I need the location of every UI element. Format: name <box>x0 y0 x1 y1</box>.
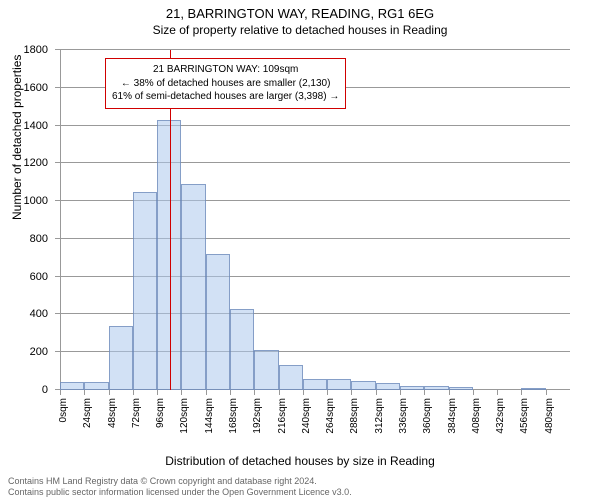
x-tick <box>497 390 498 395</box>
footer-attribution: Contains HM Land Registry data © Crown c… <box>8 476 352 499</box>
histogram-bar <box>254 350 278 390</box>
callout-line: ← 38% of detached houses are smaller (2,… <box>112 77 339 91</box>
y-tick-label: 1200 <box>24 157 60 169</box>
y-axis-title: Number of detached properties <box>10 55 24 220</box>
histogram-bar <box>449 387 473 390</box>
histogram-bar <box>133 192 157 390</box>
histogram-bar <box>424 386 448 390</box>
x-tick <box>230 390 231 395</box>
page-subtitle: Size of property relative to detached ho… <box>0 23 600 37</box>
x-tick <box>109 390 110 395</box>
x-tick <box>351 390 352 395</box>
histogram-bar <box>279 365 303 390</box>
x-tick <box>327 390 328 395</box>
footer-line-1: Contains HM Land Registry data © Crown c… <box>8 476 352 487</box>
x-tick <box>303 390 304 395</box>
histogram-bar <box>327 379 351 390</box>
histogram-bar <box>157 120 181 390</box>
y-tick-label: 1800 <box>24 44 60 56</box>
histogram-bar <box>60 382 84 390</box>
histogram-bar <box>230 309 254 390</box>
x-tick <box>84 390 85 395</box>
y-tick-label: 600 <box>30 271 60 283</box>
histogram-bar <box>84 382 108 390</box>
y-tick-label: 400 <box>30 308 60 320</box>
histogram-chart: 0200400600800100012001400160018000sqm24s… <box>60 50 570 390</box>
y-tick-label: 0 <box>42 384 60 396</box>
x-axis-title: Distribution of detached houses by size … <box>0 454 600 468</box>
x-tick <box>546 390 547 395</box>
y-tick-label: 1400 <box>24 120 60 132</box>
y-tick-label: 1000 <box>24 195 60 207</box>
callout-box: 21 BARRINGTON WAY: 109sqm← 38% of detach… <box>105 58 346 109</box>
y-tick-label: 800 <box>30 233 60 245</box>
callout-line: 61% of semi-detached houses are larger (… <box>112 90 339 104</box>
histogram-bar <box>376 383 400 390</box>
x-tick <box>521 390 522 395</box>
histogram-bar <box>206 254 230 390</box>
x-tick <box>206 390 207 395</box>
x-tick <box>181 390 182 395</box>
x-tick <box>60 390 61 395</box>
y-tick-label: 1600 <box>24 82 60 94</box>
x-tick <box>376 390 377 395</box>
chart-container: { "header": { "title": "21, BARRINGTON W… <box>0 0 600 500</box>
x-tick <box>254 390 255 395</box>
x-tick <box>133 390 134 395</box>
histogram-bar <box>351 381 375 390</box>
x-tick <box>424 390 425 395</box>
x-tick <box>279 390 280 395</box>
footer-line-2: Contains public sector information licen… <box>8 487 352 498</box>
x-tick <box>157 390 158 395</box>
gridline <box>60 49 570 50</box>
page-title: 21, BARRINGTON WAY, READING, RG1 6EG <box>0 0 600 21</box>
x-tick <box>449 390 450 395</box>
gridline <box>60 162 570 163</box>
y-axis-line <box>60 50 61 390</box>
histogram-bar <box>521 388 545 390</box>
histogram-bar <box>109 326 133 390</box>
x-tick <box>473 390 474 395</box>
callout-line: 21 BARRINGTON WAY: 109sqm <box>112 63 339 77</box>
y-tick-label: 200 <box>30 346 60 358</box>
histogram-bar <box>181 184 205 390</box>
histogram-bar <box>303 379 327 390</box>
gridline <box>60 125 570 126</box>
x-tick <box>400 390 401 395</box>
histogram-bar <box>400 386 424 390</box>
